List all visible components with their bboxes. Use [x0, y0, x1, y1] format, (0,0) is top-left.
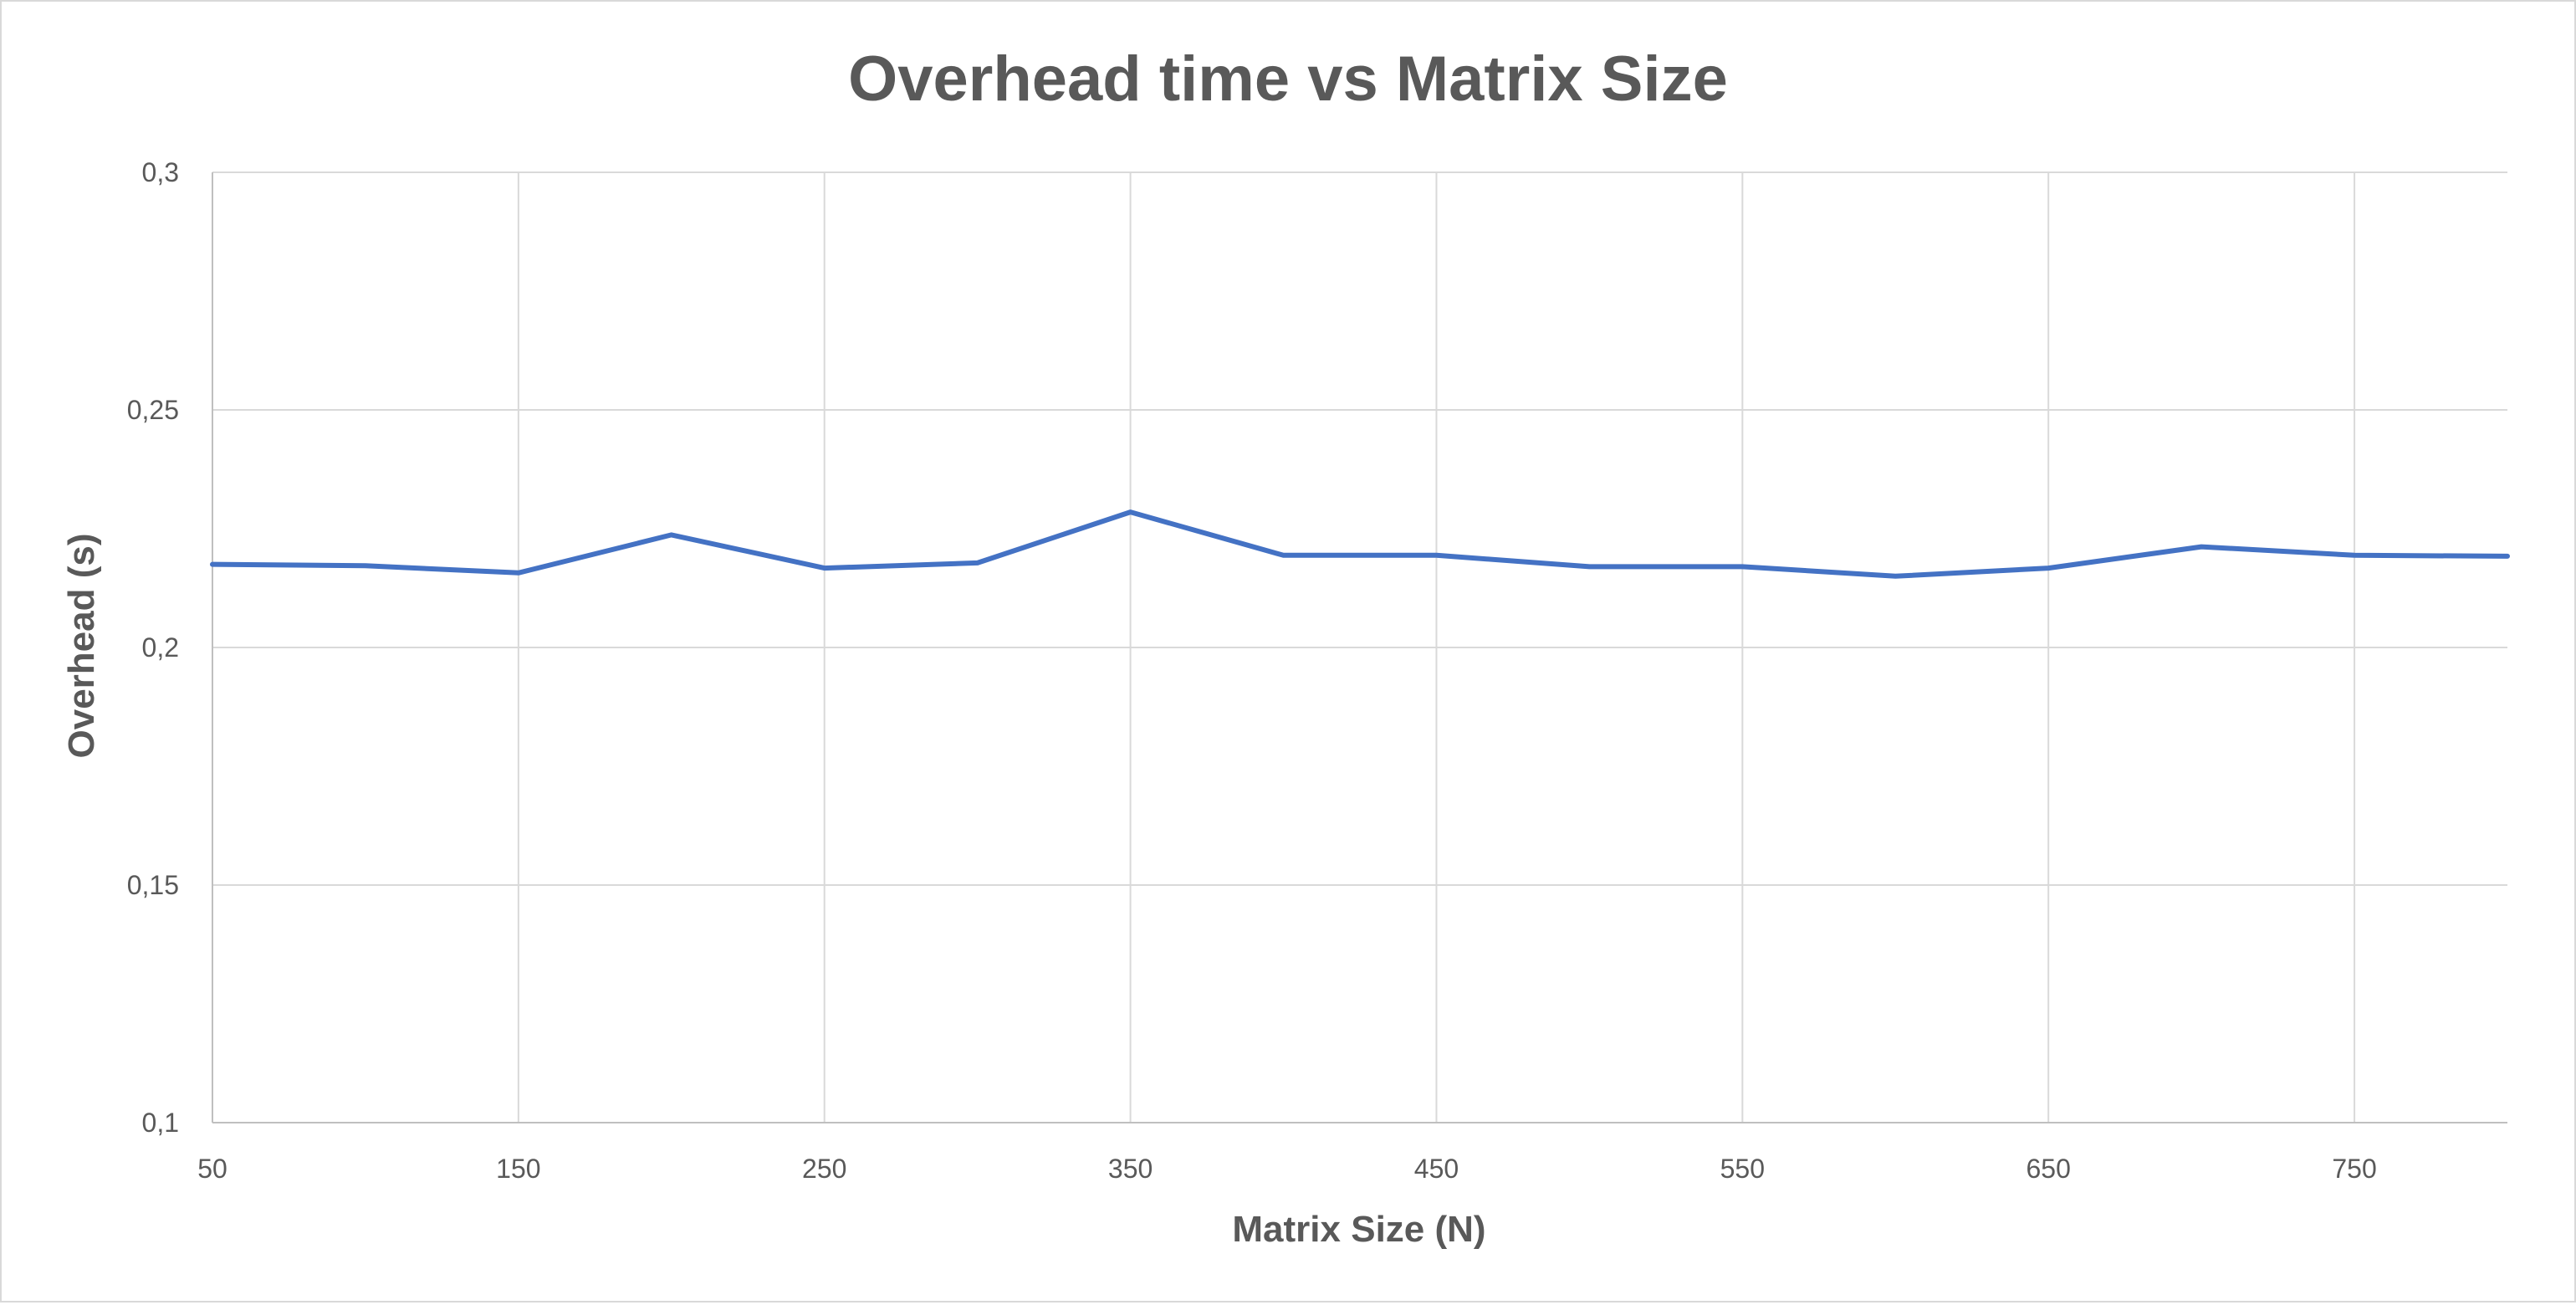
x-tick-label: 650: [2027, 1154, 2071, 1184]
y-tick-label: 0,3: [142, 157, 179, 187]
y-tick-label: 0,25: [127, 395, 179, 425]
y-tick-label: 0,1: [142, 1108, 179, 1138]
series-lines: [210, 509, 2510, 579]
y-tick-label: 0,2: [142, 632, 179, 663]
chart-title: Overhead time vs Matrix Size: [848, 44, 1728, 115]
x-tick-label: 50: [197, 1154, 227, 1184]
x-tick-label: 350: [1108, 1154, 1153, 1184]
gridlines: [212, 171, 2507, 1123]
x-tick-label: 150: [496, 1154, 540, 1184]
x-tick-label: 550: [1720, 1154, 1765, 1184]
x-axis-title: Matrix Size (N): [1232, 1209, 1485, 1250]
x-tick-label: 750: [2332, 1154, 2376, 1184]
x-tick-label: 450: [1414, 1154, 1459, 1184]
series-line-0: [210, 509, 2510, 579]
y-tick-label: 0,15: [127, 870, 179, 900]
y-axis-tick-labels: 0,1 0,15 0,2 0,25 0,3: [127, 157, 179, 1138]
y-axis-title: Overhead (s): [61, 534, 102, 759]
x-tick-label: 250: [802, 1154, 846, 1184]
axes: [212, 172, 2507, 1123]
x-axis-tick-labels: 50 150 250 350 450 550 650 750: [197, 1154, 2377, 1184]
